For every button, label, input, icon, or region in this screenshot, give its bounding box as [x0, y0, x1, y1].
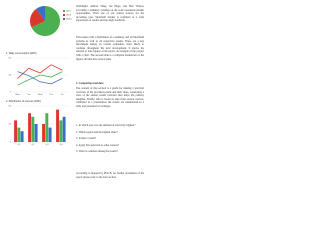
x-tick-label: Wed — [38, 94, 43, 96]
list: 1. In which year was the demand of elect… — [76, 124, 144, 157]
paragraph: Worldlight, Almost Tidey, Sal Huge, and … — [76, 5, 144, 23]
bar — [17, 127, 21, 142]
bar — [34, 124, 38, 142]
paragraph: The content of this section is a guide f… — [76, 87, 144, 108]
bar — [20, 131, 24, 142]
pie-slice — [30, 8, 45, 28]
line — [17, 71, 63, 85]
bar — [56, 109, 60, 142]
legend-swatch — [63, 10, 65, 12]
list-item: 5. What is common among the results? — [76, 150, 118, 154]
caption: 2. Distribution of sources (kWh) — [6, 100, 41, 103]
paragraph: This relates with a distribution of a su… — [76, 36, 144, 61]
bar — [14, 120, 18, 142]
x-tick-label: Fri — [61, 93, 64, 96]
legend-swatch — [63, 14, 65, 16]
bar — [42, 124, 46, 142]
pie-slice — [31, 6, 61, 36]
list-item: 1. In which year was the demand of elect… — [76, 124, 136, 127]
line — [17, 71, 63, 86]
paragraph: According to mapped by Plan B, for furth… — [76, 172, 144, 179]
legend-swatch — [63, 18, 65, 20]
x-tick-label: Q2 — [32, 144, 36, 146]
y-tick-label: 25 — [9, 75, 12, 77]
y-tick-label: 0 — [10, 92, 12, 94]
y-tick-label: 50 — [9, 58, 12, 60]
bar — [31, 116, 35, 142]
list-item: 4. Apply this approach to other sources? — [76, 143, 120, 147]
y-tick-label: 0 — [10, 142, 12, 144]
page: Solar Wind Hydro 0 25 50 Mon Tue Wed Thu Fri 0 25 50 Q… — [0, 0, 149, 198]
bar — [59, 120, 63, 142]
legend-label: Hydro — [66, 18, 73, 21]
y-tick-label: 25 — [9, 124, 12, 126]
x-tick-label: Q3 — [46, 144, 50, 146]
legend-label: Solar — [66, 10, 71, 13]
pie-slice — [36, 6, 45, 21]
legend-label: Wind — [66, 15, 72, 17]
bar — [62, 116, 66, 142]
x-tick-label: Mon — [15, 94, 20, 96]
list-item: 2. Which region had the highest share? — [76, 130, 118, 134]
bar — [48, 127, 52, 142]
heading: 3. Comparing total data — [76, 82, 104, 85]
x-tick-label: Tue — [27, 94, 31, 96]
list-item: 3. Is there a trend? — [76, 137, 96, 141]
x-tick-label: Q1 — [18, 144, 22, 146]
x-tick-label: Q4 — [60, 144, 64, 146]
x-tick-label: Thu — [49, 94, 54, 96]
line — [17, 64, 63, 79]
y-tick-label: 50 — [9, 106, 12, 108]
bar — [28, 113, 32, 142]
bar — [45, 113, 49, 142]
caption: 1. Daily consumption (kWh) — [6, 52, 37, 55]
